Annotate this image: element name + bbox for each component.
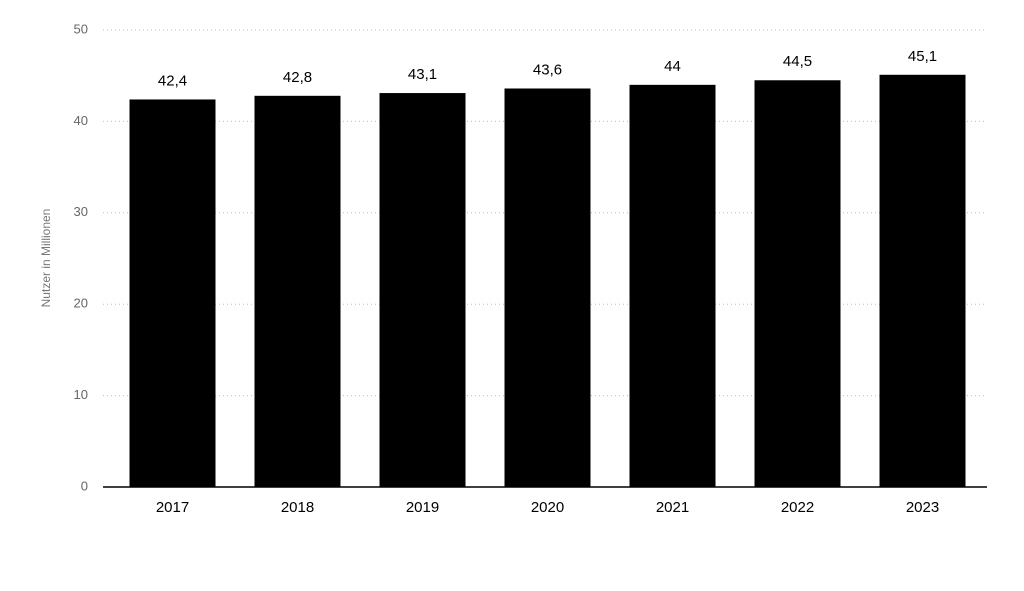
bar	[379, 93, 466, 487]
value-label: 43,1	[408, 66, 437, 83]
value-label: 42,8	[283, 69, 312, 86]
value-label: 45,1	[908, 48, 937, 65]
bar	[129, 99, 216, 488]
x-tick-label: 2021	[656, 499, 689, 516]
y-tick-label: 30	[74, 204, 88, 219]
bar	[254, 95, 341, 488]
bar	[504, 88, 591, 487]
value-label: 44,5	[783, 53, 812, 70]
bar	[754, 80, 841, 488]
bar	[629, 84, 716, 487]
x-tick-label: 2017	[156, 499, 189, 516]
y-axis-title: Nutzer in Millionen	[39, 209, 53, 308]
x-tick-label: 2023	[906, 499, 939, 516]
y-tick-label: 10	[74, 387, 88, 402]
value-label: 44	[664, 58, 681, 75]
y-tick-label: 40	[74, 113, 88, 128]
x-tick-label: 2019	[406, 499, 439, 516]
x-tick-label: 2022	[781, 499, 814, 516]
y-tick-label: 50	[74, 21, 88, 36]
y-tick-label: 0	[81, 478, 88, 493]
bar	[879, 74, 966, 487]
value-label: 42,4	[158, 72, 187, 89]
y-tick-label: 20	[74, 296, 88, 311]
x-tick-label: 2020	[531, 499, 564, 516]
value-label: 43,6	[533, 61, 562, 78]
x-tick-label: 2018	[281, 499, 314, 516]
